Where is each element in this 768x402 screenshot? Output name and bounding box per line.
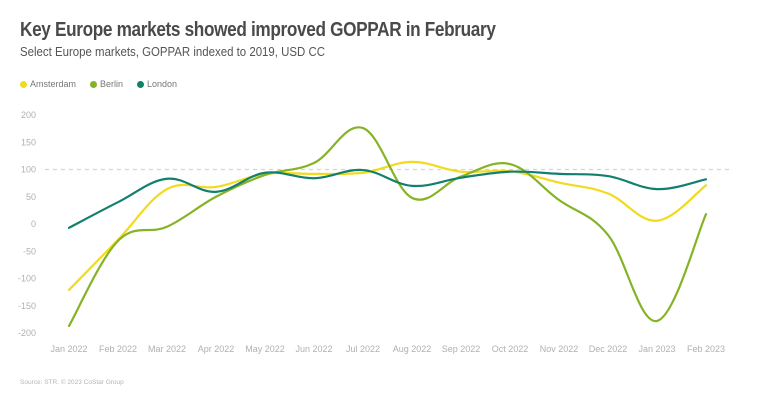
x-tick-label: Jul 2022: [346, 344, 380, 354]
x-tick-label: Dec 2022: [589, 344, 628, 354]
source-note: Source: STR. © 2023 CoStar Group: [20, 379, 124, 386]
x-tick-label: Feb 2022: [99, 344, 137, 354]
x-tick-label: Mar 2022: [148, 344, 186, 354]
legend-item-london[interactable]: London: [137, 79, 177, 89]
x-tick-label: Feb 2023: [687, 344, 725, 354]
legend-label-london: London: [147, 79, 178, 89]
legend-dot-berlin: [90, 80, 98, 88]
legend-dot-london: [137, 80, 145, 88]
series-line-london: [67, 168, 708, 229]
legend-label-amsterdam: Amsterdam: [30, 79, 77, 89]
y-tick-label: 100: [21, 165, 36, 175]
y-tick-label: 50: [26, 192, 36, 202]
series-line-berlin: [67, 126, 708, 328]
y-tick-label: -200: [18, 328, 36, 338]
y-tick-label: -100: [18, 274, 36, 284]
chart-title: Key Europe markets showed improved GOPPA…: [20, 19, 496, 41]
legend-label-berlin: Berlin: [100, 79, 124, 89]
legend-item-amsterdam[interactable]: Amsterdam: [20, 79, 76, 89]
legend: Amsterdam Berlin London: [20, 79, 177, 89]
legend-item-berlin[interactable]: Berlin: [90, 79, 123, 89]
x-tick-label: Jan 2023: [638, 344, 675, 354]
y-tick-label: -150: [18, 301, 36, 311]
series-line-amsterdam: [67, 160, 708, 292]
y-tick-label: 150: [21, 137, 36, 147]
chart-subtitle: Select Europe markets, GOPPAR indexed to…: [20, 44, 326, 59]
x-tick-label: Aug 2022: [393, 344, 432, 354]
x-tick-label: Apr 2022: [198, 344, 235, 354]
x-tick-label: May 2022: [245, 344, 285, 354]
y-tick-label: -50: [23, 246, 36, 256]
x-tick-label: Jun 2022: [295, 344, 332, 354]
y-tick-label: 0: [31, 219, 36, 229]
legend-dot-amsterdam: [20, 80, 27, 88]
x-tick-label: Jan 2022: [50, 344, 87, 354]
x-tick-label: Sep 2022: [442, 344, 481, 354]
x-tick-label: Nov 2022: [540, 344, 579, 354]
x-tick-label: Oct 2022: [492, 344, 529, 354]
y-tick-label: 200: [21, 110, 36, 120]
